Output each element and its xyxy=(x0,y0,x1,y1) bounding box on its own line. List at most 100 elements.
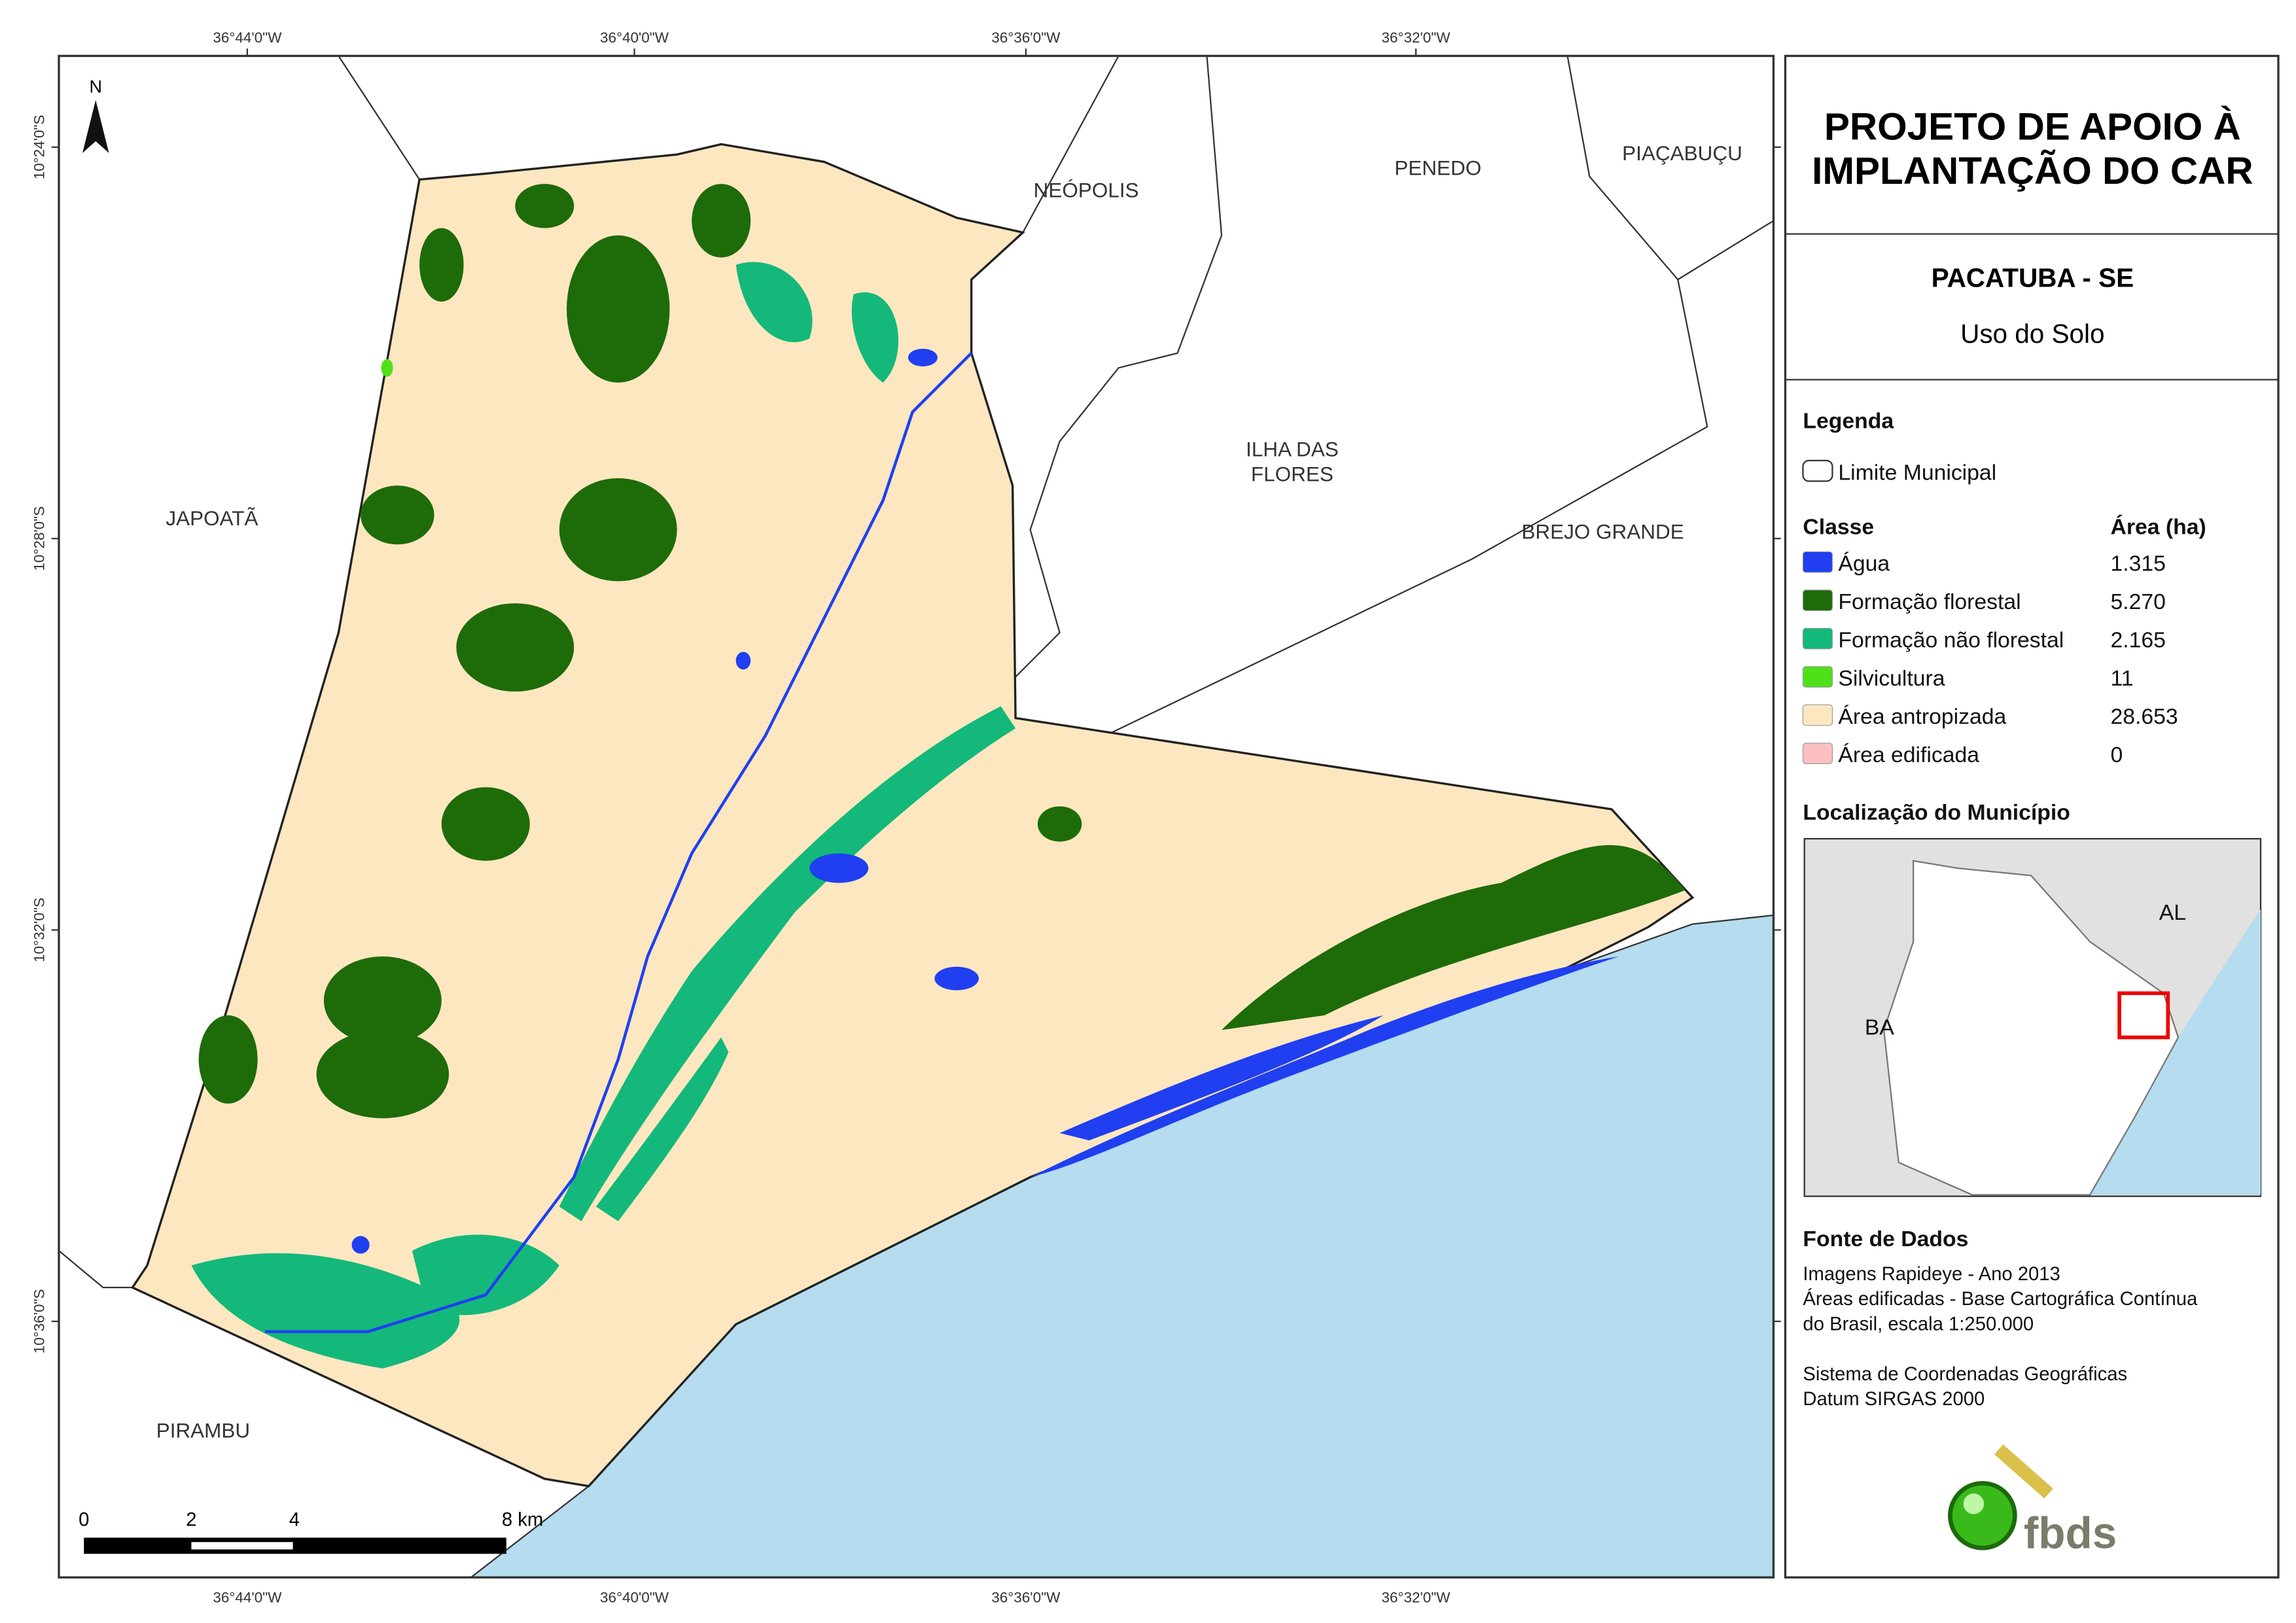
legend-class: Área edificada xyxy=(1838,742,1979,767)
boundary xyxy=(338,55,421,181)
logo-circle xyxy=(1948,1480,2017,1550)
place-label: PIRAMBU xyxy=(156,1419,250,1442)
legend-area: 11 xyxy=(2111,666,2134,691)
water xyxy=(934,966,979,990)
title: PROJETO DE APOIO À xyxy=(1824,105,2241,148)
longitude-label: 36°32'0"W xyxy=(1381,1590,1451,1606)
forest xyxy=(441,787,530,861)
place-label: PIAÇABUÇU xyxy=(1622,141,1742,165)
forest xyxy=(692,184,751,258)
legend-swatch xyxy=(1802,551,1833,573)
longitude-label: 36°40'0"W xyxy=(600,29,669,46)
legend-swatch xyxy=(1802,666,1833,688)
nonforest xyxy=(735,262,813,343)
legend-class: Área antropizada xyxy=(1838,705,2006,729)
latitude-label: 10°36'0"S xyxy=(31,1289,48,1353)
inset-label: BA xyxy=(1865,1015,1894,1039)
scale-label: 0 xyxy=(79,1510,89,1531)
north-arrow xyxy=(82,99,109,153)
scale-label: 8 km xyxy=(502,1510,543,1531)
place-label: NEÓPOLIS xyxy=(1034,178,1139,201)
legend-swatch xyxy=(1802,627,1833,650)
forest xyxy=(323,956,442,1045)
legend-class: Formação não florestal xyxy=(1838,628,2064,653)
forest xyxy=(559,478,677,582)
source-line: Imagens Rapideye - Ano 2013 xyxy=(1803,1264,2060,1285)
forest xyxy=(515,184,574,228)
forest xyxy=(567,235,670,383)
map-border xyxy=(58,54,1775,1579)
logo-bar xyxy=(1994,1444,2053,1499)
logo-text: fbds xyxy=(2024,1509,2117,1558)
longitude-label: 36°36'0"W xyxy=(991,29,1061,46)
nonforest xyxy=(851,292,899,383)
water xyxy=(1030,956,1619,1178)
source-line: Áreas edificadas - Base Cartográfica Con… xyxy=(1803,1288,2198,1310)
forest xyxy=(419,228,464,302)
scale-label: 4 xyxy=(289,1510,300,1531)
longitude-label: 36°32'0"W xyxy=(1381,29,1451,46)
subtitle: Uso do Solo xyxy=(1960,319,2104,349)
scale-bar xyxy=(84,1537,506,1554)
boundary xyxy=(58,1250,133,1289)
map-frame: N xyxy=(58,54,1775,1579)
boundary xyxy=(1015,56,1223,678)
legend-area: 5.270 xyxy=(2111,589,2166,614)
legend-swatch xyxy=(1802,742,1833,764)
silviculture xyxy=(381,358,393,377)
source-line: do Brasil, escala 1:250.000 xyxy=(1803,1314,2034,1335)
water xyxy=(809,853,869,883)
crs-line: Datum SIRGAS 2000 xyxy=(1803,1389,1985,1410)
scale-bar-segment xyxy=(191,1542,293,1550)
water xyxy=(351,1236,370,1254)
legend-boundary: Limite Municipal xyxy=(1838,460,1996,485)
side-panel: PROJETO DE APOIO À IMPLANTAÇÃO DO CAR PA… xyxy=(1784,54,2280,1579)
legend-class: Água xyxy=(1838,551,1890,576)
longitude-label: 36°44'0"W xyxy=(213,1590,282,1606)
forest xyxy=(1037,806,1082,842)
panel-border xyxy=(1784,54,2280,1579)
north-label: N xyxy=(89,77,102,97)
place-label: BREJO GRANDE xyxy=(1521,519,1684,543)
class-header: Classe xyxy=(1803,515,1874,540)
longitude-label: 36°40'0"W xyxy=(600,1590,669,1606)
legend-class: Silvicultura xyxy=(1838,666,1945,691)
scale-label: 2 xyxy=(186,1510,196,1531)
latitude-label: 10°24'0"S xyxy=(31,115,48,180)
sources-title: Fonte de Dados xyxy=(1803,1227,1968,1251)
nonforest-patches xyxy=(191,262,1016,1369)
forest xyxy=(1221,845,1686,1030)
legend-area: 28.653 xyxy=(2111,705,2178,729)
boundary-swatch xyxy=(1802,459,1833,482)
inset-locator xyxy=(2117,991,2170,1039)
forest xyxy=(316,1030,450,1119)
legend-swatch xyxy=(1802,589,1833,612)
water-patches xyxy=(351,349,1619,1254)
place-label: PENEDO xyxy=(1394,156,1481,180)
logo-shine xyxy=(1963,1493,1985,1514)
municipality-name: PACATUBA - SE xyxy=(1932,263,2134,293)
forest-patches xyxy=(198,184,1686,1119)
river xyxy=(264,352,973,1333)
nonforest xyxy=(191,1253,460,1369)
crs-line: Sistema de Coordenadas Geográficas xyxy=(1803,1364,2127,1385)
nonforest xyxy=(596,1037,729,1221)
boundary xyxy=(1022,55,1120,233)
legend-area: 1.315 xyxy=(2111,551,2166,576)
location-title: Localização do Município xyxy=(1803,800,2070,825)
forest xyxy=(456,603,574,692)
nonforest xyxy=(559,706,1016,1221)
nonforest xyxy=(412,1234,559,1316)
legend-swatch xyxy=(1802,704,1833,726)
place-label: ILHA DAS xyxy=(1246,437,1339,461)
forest xyxy=(198,1015,258,1104)
inset-state xyxy=(1883,860,2180,1196)
boundary xyxy=(1677,220,1775,281)
latitude-label: 10°32'0"S xyxy=(31,898,48,962)
area-header: Área (ha) xyxy=(2111,515,2206,540)
legend-class: Formação florestal xyxy=(1838,589,2021,614)
longitude-label: 36°36'0"W xyxy=(991,1590,1061,1606)
title: IMPLANTAÇÃO DO CAR xyxy=(1812,149,2253,192)
